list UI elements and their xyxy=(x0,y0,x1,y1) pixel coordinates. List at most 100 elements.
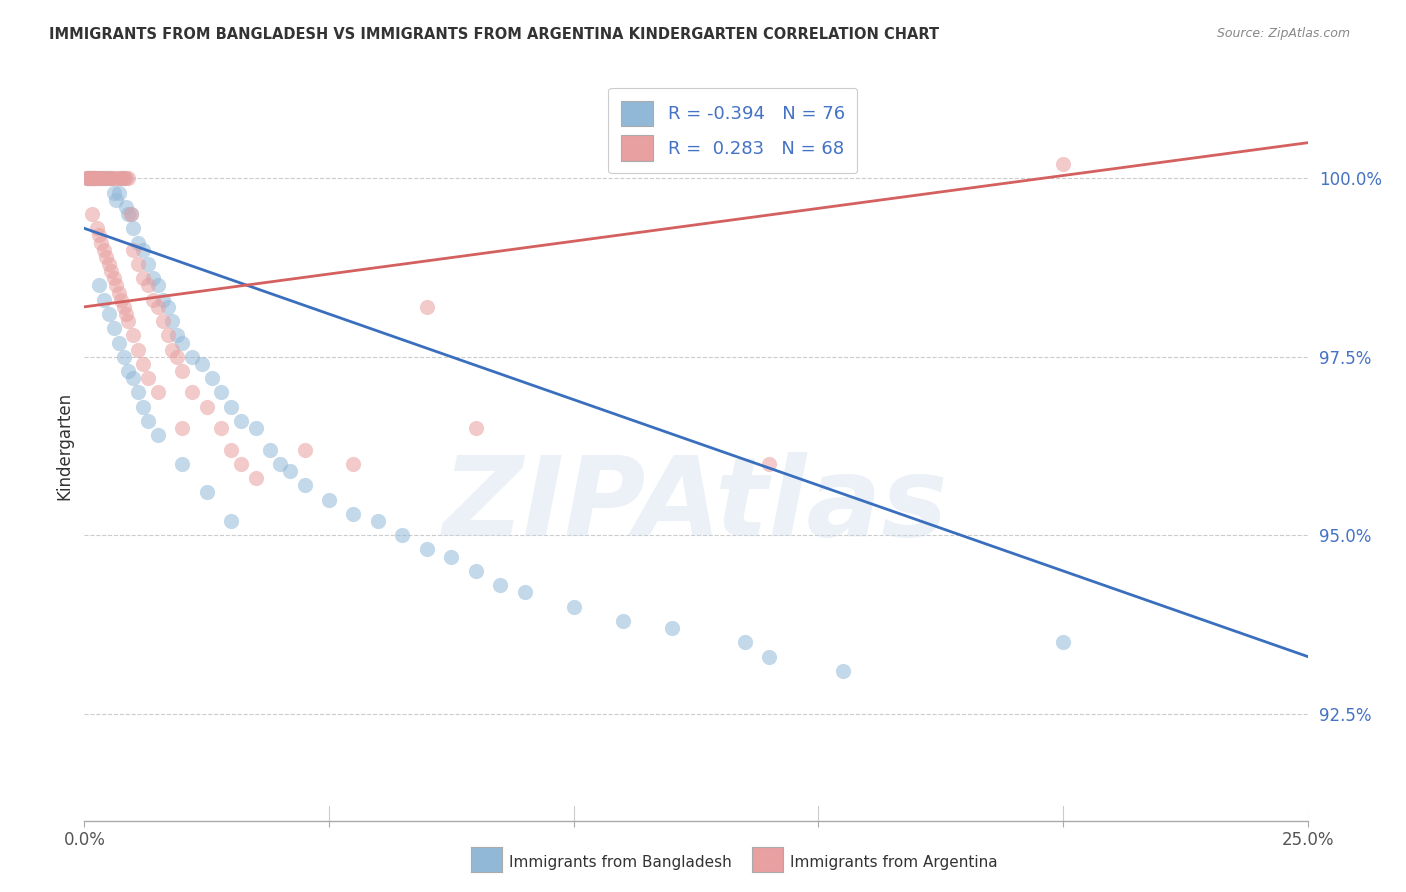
Point xyxy=(209,421,232,435)
Point xyxy=(112,171,135,186)
Point xyxy=(758,649,780,664)
Point xyxy=(90,171,112,186)
Point xyxy=(172,457,194,471)
Y-axis label: Kindergarten: Kindergarten xyxy=(55,392,73,500)
Point xyxy=(120,207,142,221)
Point xyxy=(146,300,169,314)
Point xyxy=(80,171,103,186)
Point xyxy=(107,171,129,186)
Point xyxy=(87,228,110,243)
Point xyxy=(100,171,122,186)
Point xyxy=(117,364,139,378)
Point xyxy=(83,171,105,186)
Point xyxy=(440,549,463,564)
Point xyxy=(96,250,118,264)
Point xyxy=(132,243,155,257)
Point xyxy=(115,200,138,214)
Point xyxy=(97,307,120,321)
Point xyxy=(122,221,145,235)
Point xyxy=(87,171,110,186)
Point xyxy=(195,400,218,414)
Point xyxy=(80,171,103,186)
Point xyxy=(90,235,112,250)
Point xyxy=(112,171,135,186)
Point xyxy=(105,278,128,293)
Text: Immigrants from Argentina: Immigrants from Argentina xyxy=(790,855,998,870)
Point xyxy=(661,621,683,635)
Point xyxy=(76,171,98,186)
Point xyxy=(152,293,174,307)
Text: Immigrants from Bangladesh: Immigrants from Bangladesh xyxy=(509,855,731,870)
Point xyxy=(84,171,107,186)
Point xyxy=(82,171,104,186)
Point xyxy=(83,171,105,186)
Point xyxy=(117,314,139,328)
Point xyxy=(146,278,169,293)
Point xyxy=(112,350,135,364)
Point xyxy=(191,357,214,371)
Point xyxy=(318,492,340,507)
Point xyxy=(84,171,107,186)
Point xyxy=(278,464,301,478)
Point xyxy=(416,542,439,557)
Point xyxy=(77,171,100,186)
Point xyxy=(117,207,139,221)
Point xyxy=(93,243,115,257)
Point xyxy=(79,171,101,186)
Point xyxy=(80,207,103,221)
Point xyxy=(200,371,222,385)
Point xyxy=(103,271,125,285)
Point xyxy=(269,457,291,471)
Point xyxy=(166,350,188,364)
Point xyxy=(136,414,159,428)
Point xyxy=(416,300,439,314)
Point xyxy=(107,335,129,350)
Point xyxy=(181,385,204,400)
Point xyxy=(758,457,780,471)
Point xyxy=(156,328,179,343)
Point xyxy=(103,171,125,186)
Point xyxy=(82,171,104,186)
Point xyxy=(172,335,194,350)
Point xyxy=(103,321,125,335)
Point xyxy=(1052,157,1074,171)
Point xyxy=(136,257,159,271)
Point xyxy=(107,186,129,200)
Point xyxy=(294,442,316,457)
Point xyxy=(172,364,194,378)
Point xyxy=(562,599,585,614)
Text: IMMIGRANTS FROM BANGLADESH VS IMMIGRANTS FROM ARGENTINA KINDERGARTEN CORRELATION: IMMIGRANTS FROM BANGLADESH VS IMMIGRANTS… xyxy=(49,27,939,42)
Point xyxy=(122,371,145,385)
Point xyxy=(142,271,165,285)
Point xyxy=(195,485,218,500)
Point xyxy=(342,507,364,521)
Point xyxy=(77,171,100,186)
Point xyxy=(97,257,120,271)
Point xyxy=(166,328,188,343)
Point xyxy=(97,171,120,186)
Point xyxy=(115,171,138,186)
Point xyxy=(172,421,194,435)
Point xyxy=(219,442,242,457)
Point xyxy=(93,171,115,186)
Point xyxy=(391,528,413,542)
Point xyxy=(86,221,108,235)
Point xyxy=(93,293,115,307)
Point xyxy=(110,293,132,307)
Point xyxy=(146,428,169,442)
Point xyxy=(152,314,174,328)
Point xyxy=(77,171,100,186)
Point xyxy=(367,514,389,528)
Point xyxy=(127,385,149,400)
Point xyxy=(219,400,242,414)
Point xyxy=(93,171,115,186)
Point xyxy=(100,264,122,278)
Point xyxy=(259,442,281,457)
Point xyxy=(156,300,179,314)
Point xyxy=(513,585,536,599)
Point xyxy=(100,171,122,186)
Point xyxy=(86,171,108,186)
Point xyxy=(112,300,135,314)
Point xyxy=(162,343,184,357)
Point xyxy=(245,421,267,435)
